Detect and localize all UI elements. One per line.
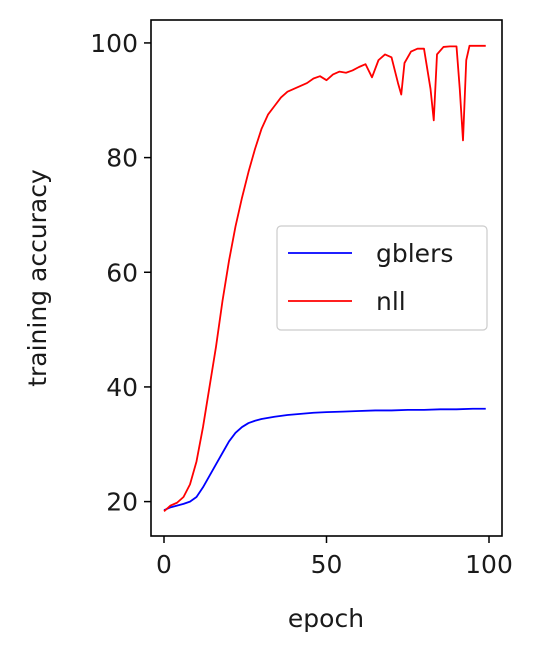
- legend-label-nll: nll: [376, 287, 406, 316]
- series-line-gblers: [163, 407, 486, 512]
- series-line-nll: [163, 44, 486, 513]
- y-tick-label: 60: [106, 258, 138, 287]
- series-layer: [163, 44, 486, 513]
- x-axis-label: epoch: [288, 604, 364, 633]
- y-tick-label: 20: [106, 488, 138, 517]
- x-tick-label: 0: [156, 550, 172, 579]
- legend-box: [276, 225, 488, 331]
- x-tick-label: 100: [465, 550, 513, 579]
- y-tick-label: 80: [106, 144, 138, 173]
- legend-label-gblers: gblers: [376, 239, 453, 268]
- legend: gblers nll: [276, 225, 488, 331]
- y-tick-label: 40: [106, 373, 138, 402]
- x-axis-ticks: 0 50 100: [156, 536, 513, 579]
- x-tick-label: 50: [311, 550, 343, 579]
- y-axis-ticks: 20 40 60 80 100: [90, 29, 151, 517]
- y-axis-label: training accuracy: [23, 169, 52, 387]
- y-tick-label: 100: [90, 29, 138, 58]
